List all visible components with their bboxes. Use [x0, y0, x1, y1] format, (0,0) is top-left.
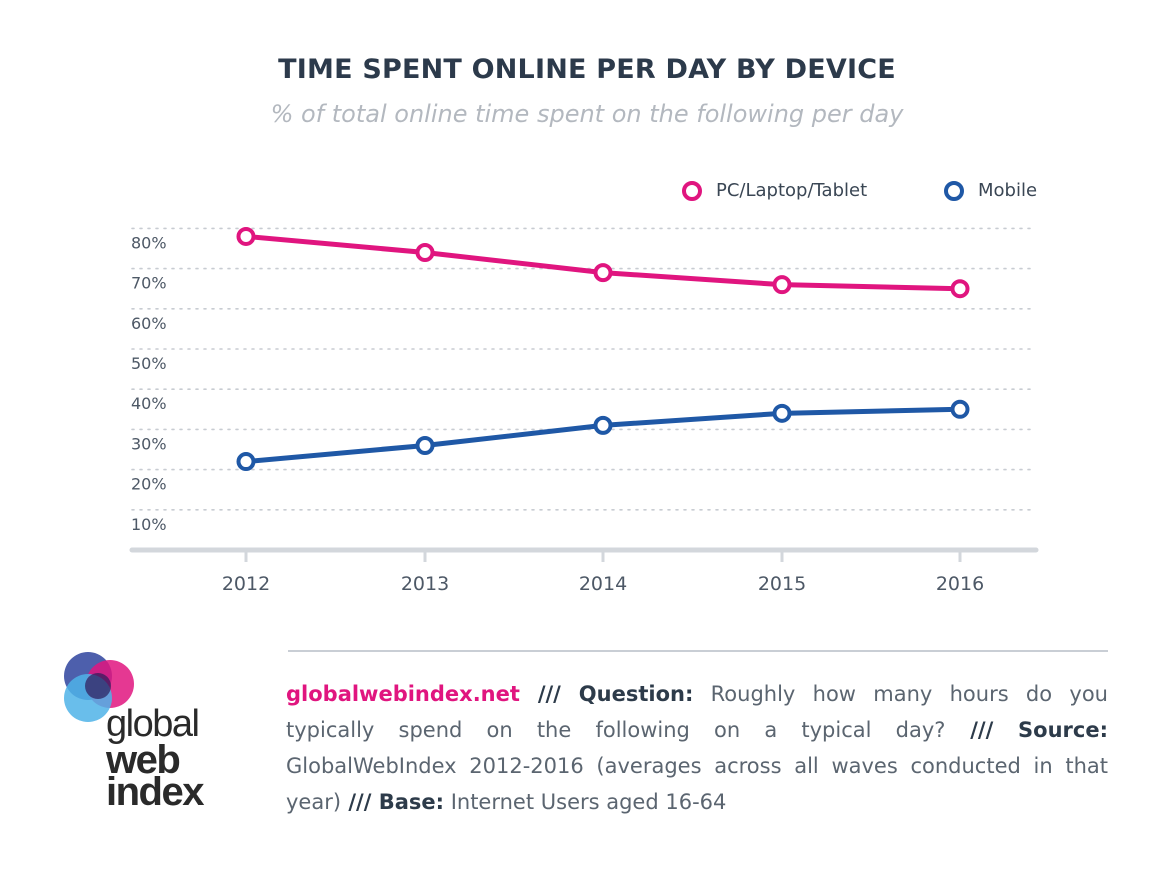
data-point-1-2	[593, 415, 613, 435]
x-tick-label: 2014	[579, 573, 627, 595]
logo-text-global: global	[106, 703, 200, 745]
data-point-0-0	[236, 226, 256, 246]
line-chart: 10% 20% 30% 40% 50% 60% 70% 80% 2012 2013 2014 2015…	[129, 226, 1039, 595]
data-point-1-0	[236, 452, 256, 472]
footer-sep-2: ///	[945, 718, 1019, 742]
footer-base-label: Base:	[378, 790, 445, 814]
y-tick-label: 70%	[131, 274, 167, 293]
footer-question-label: Question:	[578, 682, 694, 706]
data-point-0-2	[593, 263, 613, 283]
footer-source-text: GlobalWebIndex 2012-2016 (averages acros…	[286, 754, 1108, 814]
y-tick-label: 20%	[131, 475, 167, 494]
logo-text-web: web	[106, 738, 181, 782]
data-point-1-4	[950, 399, 970, 419]
footer-site-link[interactable]: globalwebindex.net	[286, 682, 520, 706]
footer-note: globalwebindex.net /// Question: Roughly…	[286, 676, 1108, 820]
legend-label-mobile: Mobile	[978, 180, 1038, 201]
footer-divider	[288, 650, 1108, 652]
legend-label-pc: PC/Laptop/Tablet	[716, 180, 868, 201]
data-point-1-3	[772, 403, 792, 423]
footer-sep-1: ///	[519, 682, 579, 706]
y-tick-label: 60%	[131, 314, 167, 333]
x-tick-label: 2015	[758, 573, 806, 595]
footer-question-text: Roughly how many hours do you typically …	[286, 682, 1108, 742]
footer-source-label: Source:	[1018, 718, 1108, 742]
data-point-0-1	[415, 243, 435, 263]
legend-marker-mobile	[944, 180, 964, 201]
data-point-0-3	[772, 275, 792, 295]
data-point-1-1	[415, 435, 435, 455]
legend-item-mobile: Mobile	[944, 180, 1037, 201]
x-tick-label: 2013	[401, 573, 449, 595]
y-tick-label: 30%	[131, 434, 167, 453]
footer-base-text: Internet Users aged 16-64	[444, 790, 727, 814]
y-tick-label: 10%	[131, 515, 167, 534]
globalwebindex-logo-icon	[64, 652, 134, 722]
x-tick-label: 2016	[936, 573, 984, 595]
footer-sep-3: ///	[341, 790, 379, 814]
y-tick-label: 80%	[131, 233, 167, 252]
logo-text-index: index	[106, 770, 204, 814]
y-tick-label: 50%	[131, 354, 167, 373]
y-tick-label: 40%	[131, 394, 167, 413]
legend-marker-pc	[682, 180, 702, 201]
chart-title: TIME SPENT ONLINE PER DAY BY DEVICE	[278, 54, 896, 85]
legend-item-pc: PC/Laptop/Tablet	[682, 180, 867, 201]
x-tick-label: 2012	[222, 573, 270, 595]
data-point-0-4	[950, 279, 970, 299]
chart-subtitle: % of total online time spent on the foll…	[270, 100, 904, 128]
